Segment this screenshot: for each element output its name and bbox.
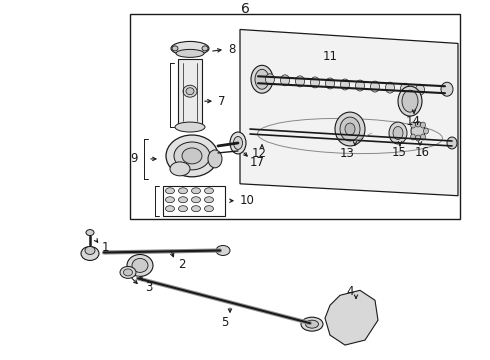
Ellipse shape [182, 148, 202, 164]
Ellipse shape [335, 112, 365, 146]
Ellipse shape [204, 188, 214, 194]
Ellipse shape [411, 122, 425, 140]
Text: 17: 17 [250, 156, 265, 170]
Ellipse shape [411, 122, 416, 128]
Ellipse shape [402, 90, 418, 112]
Ellipse shape [216, 246, 230, 256]
Ellipse shape [389, 122, 407, 144]
Ellipse shape [423, 128, 428, 134]
Ellipse shape [192, 188, 200, 194]
Ellipse shape [416, 135, 420, 141]
Ellipse shape [325, 78, 335, 89]
Ellipse shape [174, 142, 210, 170]
Text: 7: 7 [218, 95, 225, 108]
Ellipse shape [393, 127, 403, 139]
Ellipse shape [441, 82, 453, 96]
Text: 10: 10 [240, 194, 255, 207]
Ellipse shape [416, 121, 420, 127]
Ellipse shape [123, 269, 132, 276]
Ellipse shape [171, 41, 209, 55]
Ellipse shape [86, 230, 94, 235]
Ellipse shape [255, 69, 269, 89]
Ellipse shape [311, 77, 319, 88]
Ellipse shape [400, 83, 410, 94]
Ellipse shape [170, 162, 190, 176]
Text: 5: 5 [221, 316, 229, 329]
Ellipse shape [192, 197, 200, 203]
Ellipse shape [208, 150, 222, 168]
Text: 3: 3 [145, 281, 152, 294]
Ellipse shape [398, 86, 422, 116]
Ellipse shape [186, 88, 194, 95]
Bar [130, 14, 460, 219]
Ellipse shape [132, 258, 148, 273]
Ellipse shape [420, 134, 425, 140]
Ellipse shape [295, 76, 304, 87]
Ellipse shape [447, 137, 457, 149]
Bar [163, 186, 225, 216]
Bar [178, 59, 202, 127]
Ellipse shape [420, 122, 425, 128]
Polygon shape [325, 290, 378, 345]
Ellipse shape [204, 206, 214, 212]
Ellipse shape [166, 188, 174, 194]
Ellipse shape [266, 74, 274, 85]
Ellipse shape [344, 313, 356, 323]
Ellipse shape [411, 134, 416, 140]
Ellipse shape [416, 84, 424, 95]
Text: 2: 2 [178, 258, 186, 271]
Ellipse shape [356, 80, 365, 91]
Ellipse shape [178, 188, 188, 194]
Ellipse shape [340, 309, 360, 327]
Ellipse shape [127, 255, 153, 276]
Text: 16: 16 [415, 147, 430, 159]
Ellipse shape [176, 49, 204, 57]
Ellipse shape [120, 266, 136, 278]
Ellipse shape [204, 197, 214, 203]
Ellipse shape [81, 247, 99, 260]
Text: 9: 9 [130, 152, 138, 165]
Ellipse shape [230, 132, 246, 154]
Text: 14: 14 [406, 114, 421, 127]
Ellipse shape [370, 81, 379, 92]
Ellipse shape [183, 85, 197, 97]
Ellipse shape [85, 247, 95, 255]
Ellipse shape [166, 135, 218, 177]
Ellipse shape [340, 117, 360, 141]
Ellipse shape [234, 136, 243, 149]
Ellipse shape [178, 197, 188, 203]
Ellipse shape [280, 75, 290, 86]
Ellipse shape [301, 317, 323, 331]
Ellipse shape [172, 46, 178, 51]
Ellipse shape [178, 206, 188, 212]
Text: 6: 6 [241, 1, 249, 15]
Ellipse shape [386, 82, 394, 93]
Ellipse shape [166, 206, 174, 212]
Ellipse shape [251, 65, 273, 93]
Ellipse shape [345, 123, 355, 135]
Text: 1: 1 [102, 241, 109, 254]
Ellipse shape [192, 206, 200, 212]
Ellipse shape [166, 197, 174, 203]
Ellipse shape [305, 320, 318, 328]
Text: 15: 15 [392, 147, 407, 159]
Text: 4: 4 [346, 285, 354, 298]
Text: 11: 11 [322, 50, 338, 63]
Text: 13: 13 [340, 148, 355, 161]
Text: 8: 8 [228, 43, 235, 56]
Polygon shape [240, 30, 458, 196]
Text: 12: 12 [252, 148, 267, 161]
Ellipse shape [175, 122, 205, 132]
Ellipse shape [202, 46, 208, 51]
Ellipse shape [341, 79, 349, 90]
